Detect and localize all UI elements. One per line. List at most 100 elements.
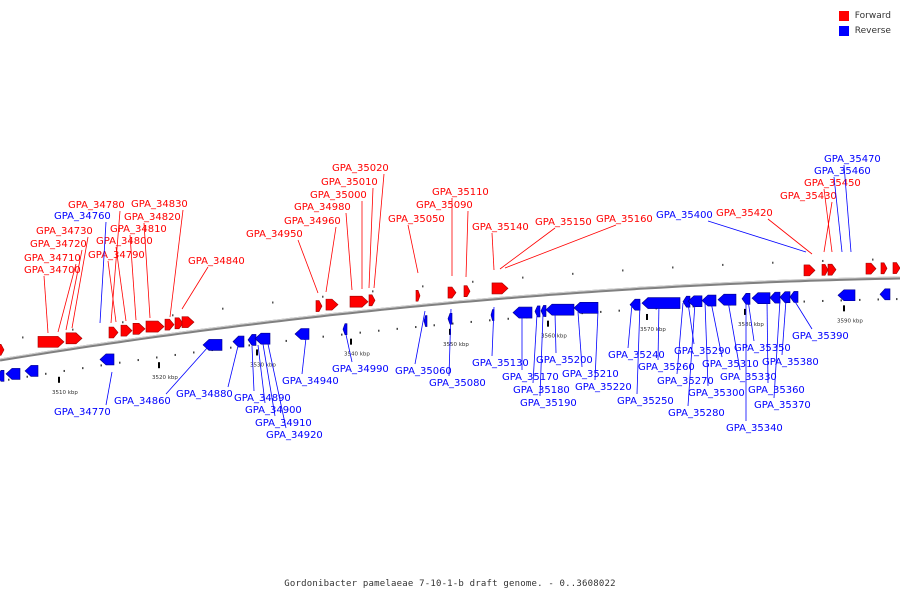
scale-minor-tick <box>470 320 472 323</box>
reverse-connector <box>747 299 755 342</box>
forward-gene <box>132 323 146 335</box>
upper-tick <box>872 258 874 261</box>
scale-minor-tick <box>822 299 824 302</box>
forward-gene <box>447 286 457 299</box>
reverse-gene-label: GPA_34900 <box>245 405 302 416</box>
reverse-gene-label: GPA_35170 <box>502 372 559 383</box>
forward-gene-label: GPA_34810 <box>110 224 167 235</box>
reverse-swatch <box>838 25 849 36</box>
reverse-connector <box>687 302 695 345</box>
forward-connector <box>504 224 617 269</box>
scale-minor-tick <box>507 317 509 320</box>
forward-connector <box>143 222 151 319</box>
scale-tick-label: 3540 kbp <box>344 352 370 358</box>
forward-gene <box>174 317 184 330</box>
reverse-gene-label: GPA_35400 <box>656 210 713 221</box>
legend-reverse-label: Reverse <box>854 25 891 36</box>
forward-gene-label: GPA_35000 <box>310 190 367 201</box>
forward-connector <box>169 209 184 318</box>
scale-minor-tick <box>803 300 805 303</box>
scale-minor-tick <box>82 367 84 370</box>
scale-major-tick <box>744 308 746 315</box>
upper-tick <box>622 269 624 272</box>
forward-gene-label: GPA_34960 <box>284 216 341 227</box>
upper-tick <box>422 285 424 288</box>
scale-minor-tick <box>600 310 602 313</box>
upper-tick <box>772 261 774 264</box>
reverse-gene <box>789 291 799 303</box>
upper-tick <box>822 259 824 262</box>
forward-connector <box>491 232 495 271</box>
scale-minor-tick <box>618 309 620 312</box>
reverse-gene <box>202 339 223 351</box>
forward-gene <box>827 263 837 276</box>
reverse-connector <box>843 164 852 253</box>
reverse-connector <box>491 306 495 357</box>
scale-minor-tick <box>230 346 232 349</box>
reverse-gene-label: GPA_34940 <box>282 376 339 387</box>
upper-tick <box>322 295 324 298</box>
gene-features <box>0 262 900 382</box>
upper-tick <box>222 307 224 310</box>
reverse-connector <box>257 344 266 404</box>
reverse-gene-label: GPA_35290 <box>674 346 731 357</box>
reverse-gene-label: GPA_34990 <box>332 364 389 375</box>
reverse-connector <box>267 343 287 429</box>
reverse-connector <box>105 371 113 406</box>
forward-gene <box>463 285 471 298</box>
reverse-gene-label: GPA_35240 <box>608 350 665 361</box>
scale-tick-label: 3530 kbp <box>250 362 276 368</box>
reverse-gene-label: GPA_35360 <box>748 385 805 396</box>
forward-gene-label: GPA_34800 <box>96 236 153 247</box>
reverse-gene-label: GPA_35350 <box>734 343 791 354</box>
forward-connector <box>110 210 121 324</box>
scale-minor-tick <box>378 329 380 332</box>
reverse-gene-label: GPA_35300 <box>688 388 745 399</box>
reverse-gene <box>701 294 717 307</box>
reverse-gene-label: GPA_35370 <box>754 400 811 411</box>
upper-tick <box>372 290 374 293</box>
reverse-connector <box>766 299 769 384</box>
forward-connector <box>767 218 813 255</box>
scale-major-tick <box>843 305 845 312</box>
reverse-gene <box>294 328 310 340</box>
reverse-gene-label: GPA_35470 <box>824 154 881 165</box>
forward-connector <box>65 249 83 331</box>
reverse-gene-label: GPA_35220 <box>575 382 632 393</box>
legend-forward: Forward <box>838 8 891 23</box>
scale-major-tick <box>256 349 258 356</box>
reverse-connector <box>833 176 843 253</box>
reverse-connector <box>773 299 781 399</box>
scale-minor-tick <box>359 331 361 334</box>
forward-gene-label: GPA_35020 <box>332 163 389 174</box>
reverse-gene <box>779 291 791 304</box>
reverse-gene <box>342 323 348 336</box>
scale-tick-label: 3550 kbp <box>443 342 469 348</box>
reverse-connector <box>781 299 787 356</box>
legend-reverse: Reverse <box>838 23 891 38</box>
legend-forward-label: Forward <box>854 10 891 21</box>
forward-gene <box>368 294 376 307</box>
forward-gene-label: GPA_35430 <box>780 191 837 202</box>
upper-tick <box>72 328 74 331</box>
forward-gene <box>120 324 133 337</box>
scale-minor-tick <box>45 372 47 375</box>
upper-tick <box>722 263 724 266</box>
map-caption: Gordonibacter pamelaeae 7-10-1-b draft g… <box>284 579 616 589</box>
forward-gene <box>865 262 877 275</box>
upper-tick <box>572 272 574 275</box>
reverse-gene-label: GPA_35460 <box>814 166 871 177</box>
forward-gene-label: GPA_34790 <box>88 250 145 261</box>
forward-connector <box>71 236 89 329</box>
scale-tick-label: 3520 kbp <box>152 375 178 381</box>
forward-gene-label: GPA_35110 <box>432 187 489 198</box>
reverse-gene-label: GPA_35250 <box>617 396 674 407</box>
scale-major-tick <box>350 338 352 345</box>
reverse-connector <box>707 220 807 253</box>
scale-minor-tick <box>137 359 139 362</box>
scale-major-tick <box>646 313 648 320</box>
reverse-connector <box>676 302 684 375</box>
reverse-gene <box>751 292 771 304</box>
reverse-connector <box>227 345 239 388</box>
